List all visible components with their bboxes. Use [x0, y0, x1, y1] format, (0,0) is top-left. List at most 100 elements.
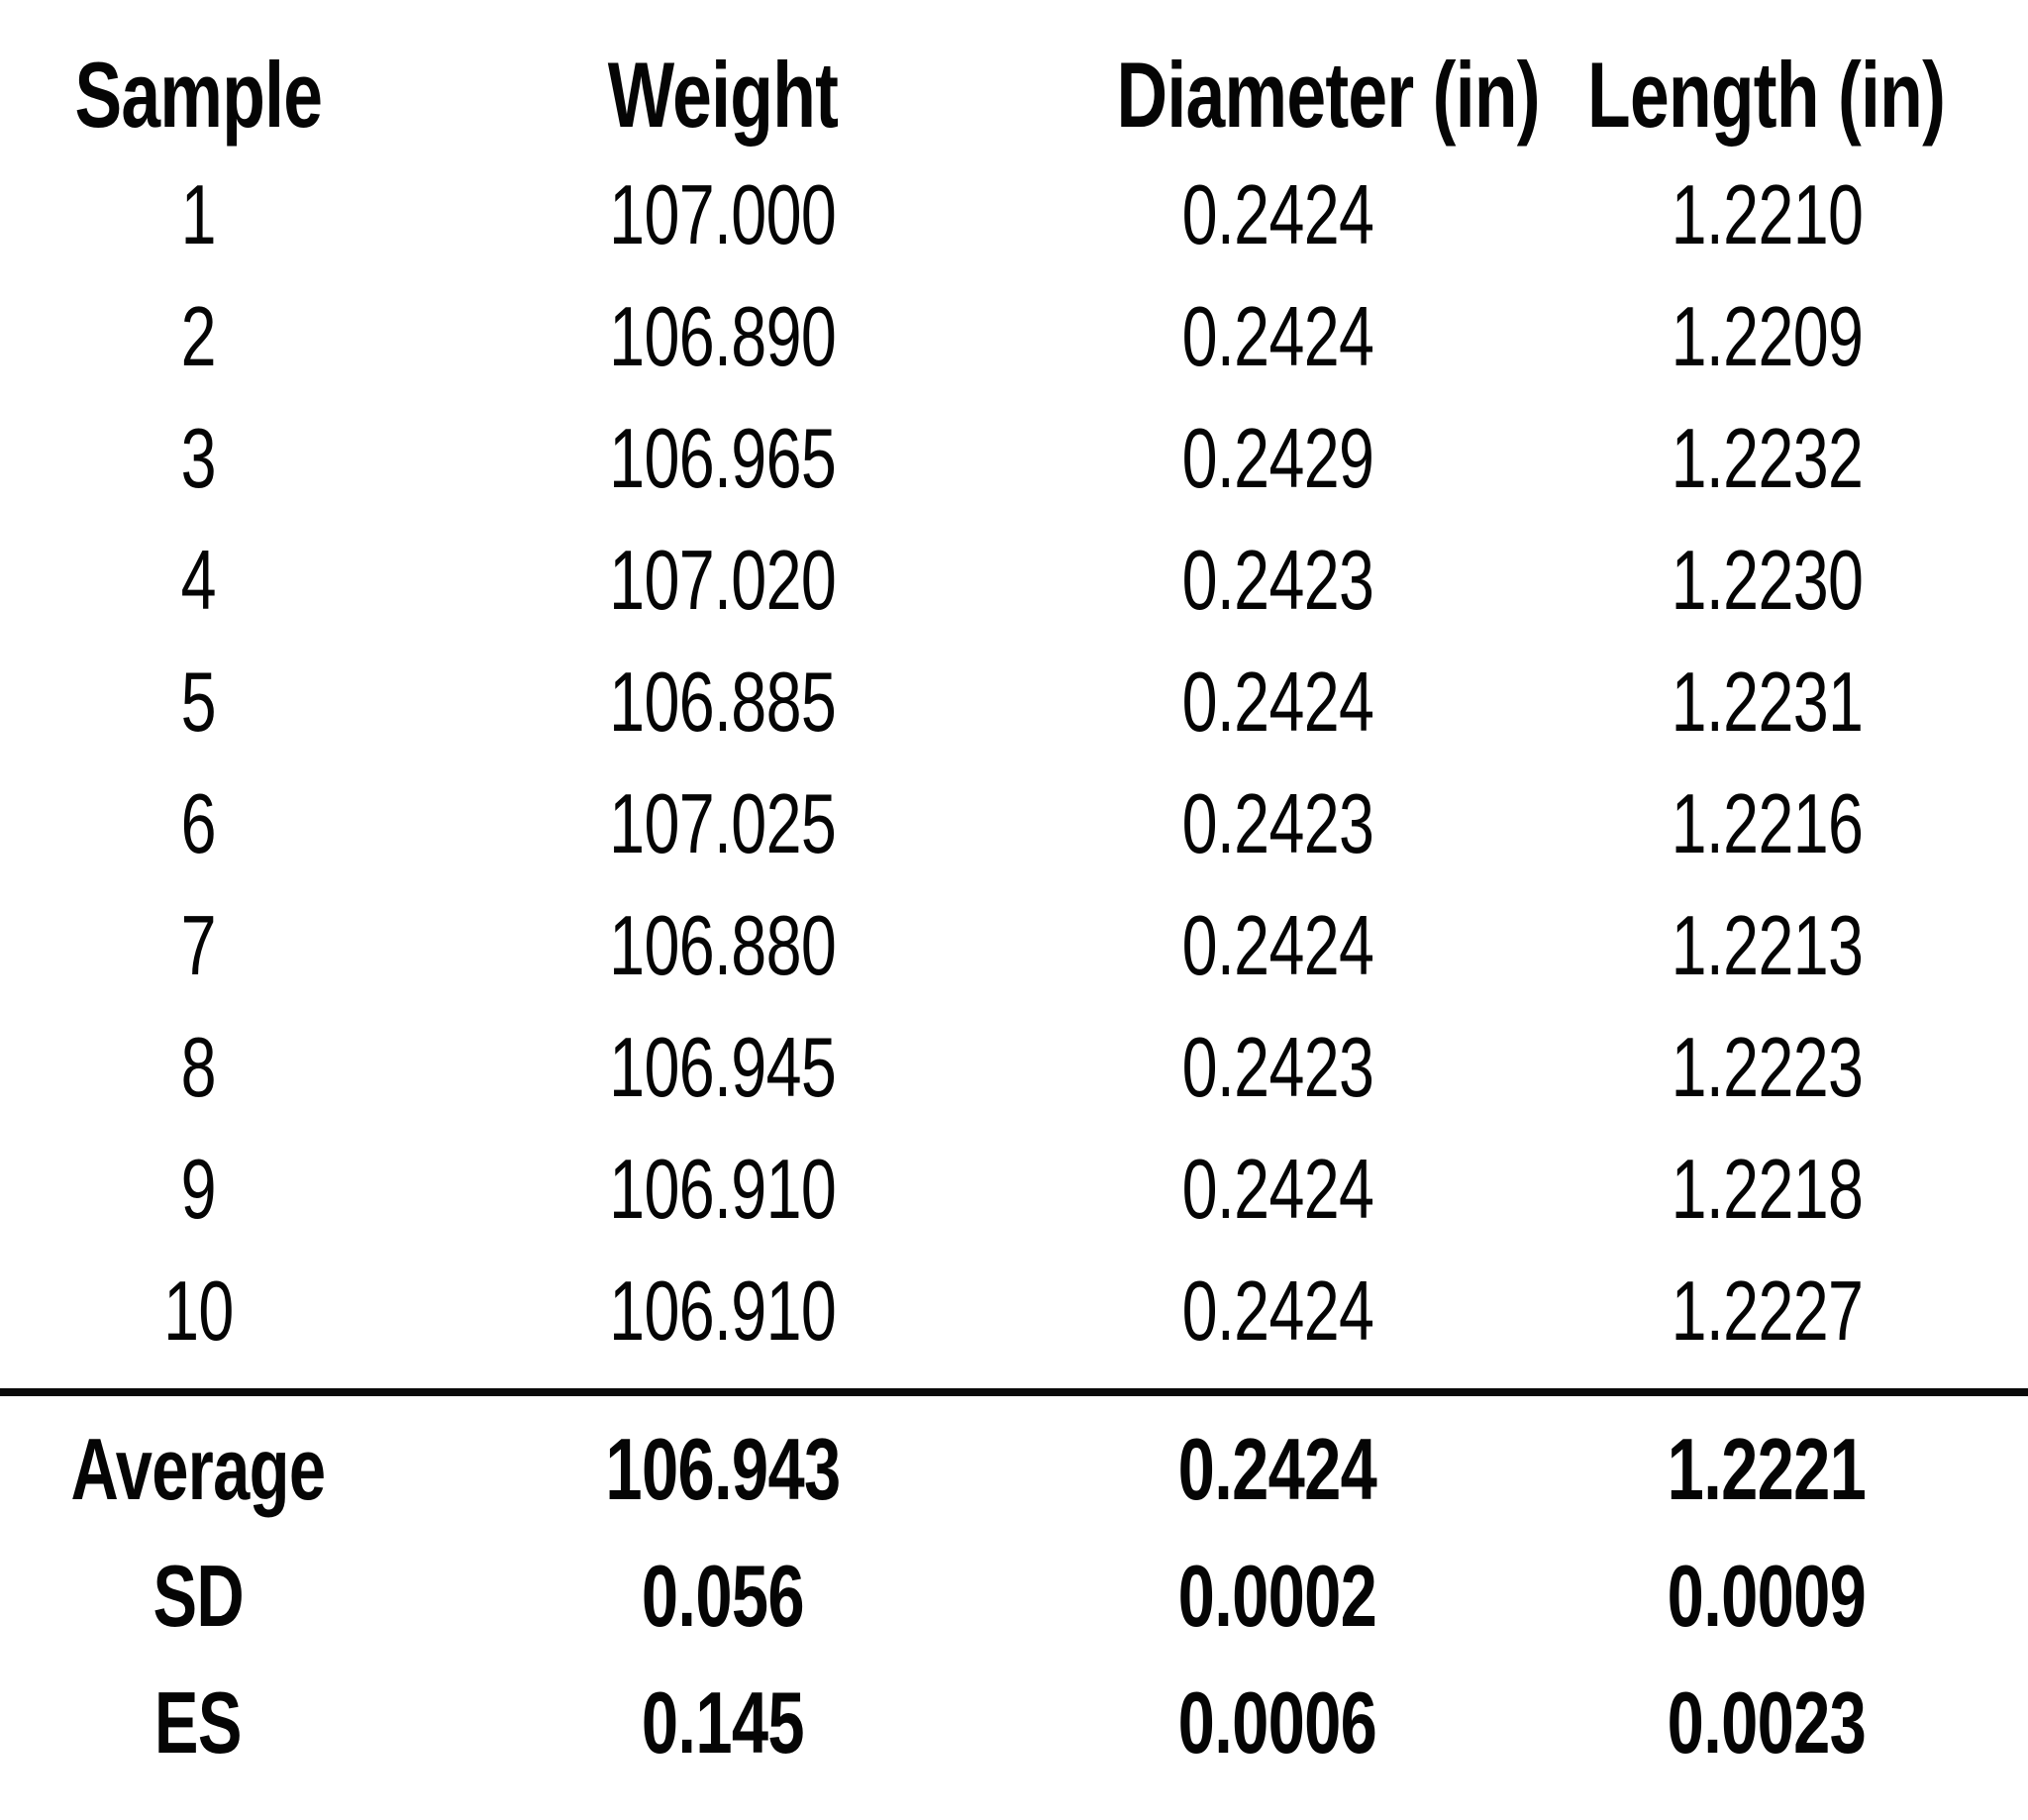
table-row-cell-diameter: 0.2429 — [1050, 417, 1505, 501]
table-row-value-length: 1.2232 — [1671, 412, 1863, 506]
summary-row-cell-sample: Average — [0, 1426, 396, 1513]
table-row: 3 106.965 0.2429 1.2232 — [0, 398, 2028, 520]
table-row: 4 107.020 0.2423 1.2230 — [0, 520, 2028, 642]
table-row-cell-sample: 9 — [0, 1148, 396, 1232]
summary-row-value-weight: 0.145 — [641, 1673, 805, 1771]
table-row-value-length: 1.2223 — [1671, 1021, 1863, 1115]
table-row-value-sample: 4 — [180, 534, 216, 628]
table-row-value-sample: 5 — [180, 656, 216, 750]
table-row-value-diameter: 0.2424 — [1181, 1264, 1373, 1359]
table-row: 8 106.945 0.2423 1.2223 — [0, 1007, 2028, 1129]
table-body: 1 107.000 0.2424 1.2210 2 106.890 0.2424 1.2209… — [0, 154, 2028, 1372]
summary-row-cell-sample: SD — [0, 1553, 396, 1640]
table-row-cell-weight: 106.890 — [396, 295, 1050, 379]
table-row: 7 106.880 0.2424 1.2213 — [0, 885, 2028, 1007]
table-row-cell-sample: 7 — [0, 904, 396, 988]
table-row-cell-diameter: 0.2424 — [1050, 660, 1505, 745]
table-row-value-weight: 107.025 — [609, 777, 838, 871]
column-header-weight-label: Weight — [607, 43, 839, 147]
summary-row: SD 0.056 0.0002 0.0009 — [0, 1533, 2028, 1660]
table-row: 1 107.000 0.2424 1.2210 — [0, 154, 2028, 276]
table-row-cell-weight: 106.880 — [396, 904, 1050, 988]
summary-row-value-diameter: 0.2424 — [1177, 1420, 1377, 1518]
table-row-cell-weight: 106.945 — [396, 1026, 1050, 1110]
table-row-value-length: 1.2227 — [1671, 1264, 1863, 1359]
table-row-cell-weight: 106.910 — [396, 1269, 1050, 1354]
table-row-cell-sample: 4 — [0, 539, 396, 623]
table-row-value-diameter: 0.2424 — [1181, 168, 1373, 262]
summary-row-value-length: 0.0023 — [1667, 1673, 1867, 1771]
summary-row-cell-diameter: 0.2424 — [1050, 1426, 1505, 1513]
table-row-value-diameter: 0.2424 — [1181, 290, 1373, 384]
summary-row-cell-weight: 0.056 — [396, 1553, 1050, 1640]
summary-row-value-diameter: 0.0002 — [1177, 1547, 1377, 1645]
table-row-value-sample: 6 — [180, 777, 216, 871]
table-row-cell-length: 1.2218 — [1505, 1148, 2028, 1232]
table-row: 10 106.910 0.2424 1.2227 — [0, 1251, 2028, 1372]
table-row-value-weight: 106.910 — [609, 1143, 838, 1237]
summary-row-cell-weight: 0.145 — [396, 1679, 1050, 1767]
table-row-value-sample: 10 — [162, 1264, 234, 1359]
table-row-value-diameter: 0.2429 — [1181, 412, 1373, 506]
table-row-cell-sample: 8 — [0, 1026, 396, 1110]
table-row-value-length: 1.2209 — [1671, 290, 1863, 384]
table-row-value-length: 1.2230 — [1671, 534, 1863, 628]
summary-row-cell-length: 0.0009 — [1505, 1553, 2028, 1640]
table-row-cell-length: 1.2209 — [1505, 295, 2028, 379]
table-row: 5 106.885 0.2424 1.2231 — [0, 642, 2028, 763]
table-row-value-sample: 3 — [180, 412, 216, 506]
summary-row-cell-length: 0.0023 — [1505, 1679, 2028, 1767]
column-header-weight: Weight — [396, 49, 1050, 142]
table-row-cell-weight: 106.965 — [396, 417, 1050, 501]
summary-row-cell-length: 1.2221 — [1505, 1426, 2028, 1513]
table-row-value-sample: 9 — [180, 1143, 216, 1237]
table-row-value-weight: 107.020 — [609, 534, 838, 628]
table-row-value-sample: 7 — [180, 899, 216, 993]
table-row-cell-sample: 2 — [0, 295, 396, 379]
column-header-diameter-label: Diameter (in) — [1116, 43, 1540, 147]
table-row: 6 107.025 0.2423 1.2216 — [0, 763, 2028, 885]
column-header-sample: Sample — [0, 49, 396, 142]
table-row-cell-sample: 6 — [0, 782, 396, 866]
table-row-cell-length: 1.2227 — [1505, 1269, 2028, 1354]
table-row-cell-diameter: 0.2423 — [1050, 539, 1505, 623]
table-row: 2 106.890 0.2424 1.2209 — [0, 276, 2028, 398]
table-row-value-length: 1.2218 — [1671, 1143, 1863, 1237]
table-row-cell-diameter: 0.2423 — [1050, 1026, 1505, 1110]
summary-row-value-sample: Average — [70, 1420, 326, 1518]
table-row-value-weight: 107.000 — [609, 168, 838, 262]
table-row-cell-sample: 10 — [0, 1269, 396, 1354]
table-row-value-diameter: 0.2423 — [1181, 1021, 1373, 1115]
summary-row-value-length: 1.2221 — [1667, 1420, 1867, 1518]
table-row-cell-length: 1.2223 — [1505, 1026, 2028, 1110]
table-row-cell-diameter: 0.2423 — [1050, 782, 1505, 866]
table-row-cell-diameter: 0.2424 — [1050, 1148, 1505, 1232]
table-row-value-sample: 1 — [180, 168, 216, 262]
table-row-value-length: 1.2210 — [1671, 168, 1863, 262]
summary-row-value-sample: ES — [154, 1673, 243, 1771]
summary-divider-line — [0, 1388, 2028, 1396]
table-row-cell-length: 1.2231 — [1505, 660, 2028, 745]
table-row-cell-weight: 107.025 — [396, 782, 1050, 866]
table-row-value-weight: 106.965 — [609, 412, 838, 506]
column-header-length: Length (in) — [1505, 49, 2028, 142]
summary-row-value-weight: 106.943 — [605, 1420, 841, 1518]
table-row: 9 106.910 0.2424 1.2218 — [0, 1129, 2028, 1251]
summary-row-value-weight: 0.056 — [641, 1547, 805, 1645]
table-row-value-length: 1.2216 — [1671, 777, 1863, 871]
table-row-cell-length: 1.2210 — [1505, 173, 2028, 257]
table-row-cell-weight: 107.020 — [396, 539, 1050, 623]
table-row-cell-sample: 3 — [0, 417, 396, 501]
table-row-value-sample: 2 — [180, 290, 216, 384]
column-header-sample-label: Sample — [74, 43, 323, 147]
table-row-cell-length: 1.2232 — [1505, 417, 2028, 501]
table-row-cell-weight: 106.910 — [396, 1148, 1050, 1232]
table-row-value-weight: 106.945 — [609, 1021, 838, 1115]
table-row-cell-length: 1.2230 — [1505, 539, 2028, 623]
table-row-cell-sample: 1 — [0, 173, 396, 257]
table-row-value-diameter: 0.2423 — [1181, 777, 1373, 871]
summary-row-value-diameter: 0.0006 — [1177, 1673, 1377, 1771]
column-header-length-label: Length (in) — [1587, 43, 1946, 147]
table-row-value-weight: 106.880 — [609, 899, 838, 993]
